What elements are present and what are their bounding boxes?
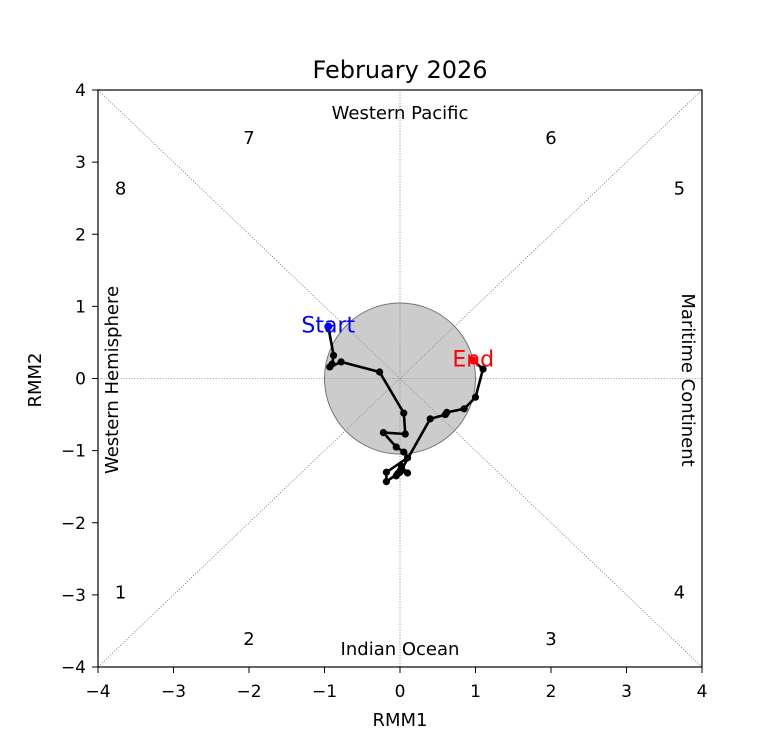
phase-label: 6 <box>545 128 556 149</box>
region-label-bottom: Indian Ocean <box>341 639 460 660</box>
y-tick-label: 0 <box>75 370 86 390</box>
data-point <box>400 448 408 456</box>
data-point <box>396 468 404 476</box>
data-point <box>329 351 338 360</box>
data-point <box>403 469 412 477</box>
x-tick-label: 0 <box>395 682 406 702</box>
y-tick-label: 1 <box>75 297 86 317</box>
data-point <box>443 408 451 416</box>
region-label-left: Western Hemisphere <box>102 286 123 474</box>
x-tick-label: −3 <box>161 682 186 702</box>
y-tick-label: 4 <box>75 81 86 101</box>
phase-label: 5 <box>674 178 685 199</box>
start-label: Start <box>301 314 355 339</box>
data-point <box>392 443 400 451</box>
x-tick-label: −4 <box>85 682 110 702</box>
data-point <box>326 363 334 371</box>
x-tick-label: 4 <box>697 682 708 702</box>
region-and-phase-labels: Western Pacific Indian Ocean Western Hemis… <box>102 103 698 660</box>
phase-label: 4 <box>674 582 685 603</box>
start-marker <box>324 322 333 331</box>
x-tick-label: −1 <box>312 682 337 702</box>
y-tick-label: −3 <box>61 586 86 606</box>
y-tick-label: −1 <box>61 442 86 462</box>
rmm-trajectory <box>324 322 487 486</box>
region-label-right: Maritime Continent <box>677 293 698 466</box>
x-tick-label: −2 <box>236 682 261 702</box>
data-point <box>403 454 412 462</box>
data-point <box>471 393 480 401</box>
data-point <box>460 405 468 413</box>
data-point <box>401 430 409 438</box>
data-point <box>337 358 345 366</box>
end-label: End <box>452 347 494 372</box>
start-end-markers: Start End <box>301 314 494 373</box>
data-point <box>400 409 408 417</box>
phase-label: 3 <box>545 629 556 650</box>
phase-label: 2 <box>243 629 254 650</box>
data-point <box>382 478 391 486</box>
y-tick-label: 3 <box>75 153 86 173</box>
x-tick-label: 1 <box>470 682 481 702</box>
chart-title: February 2026 <box>312 56 487 84</box>
region-label-top: Western Pacific <box>332 103 469 124</box>
phase-label: 7 <box>243 128 254 149</box>
phase-label: 8 <box>115 178 126 199</box>
y-tick-label: −4 <box>61 658 86 678</box>
data-point <box>379 428 387 437</box>
phase-label: 1 <box>115 582 126 603</box>
axis-ticks: −4 −3 −2 −1 0 1 2 3 4 −4 −3 −2 −1 0 1 2 3 4 <box>61 81 707 702</box>
x-tick-label: 3 <box>621 682 632 702</box>
data-point <box>479 365 487 373</box>
y-axis-label: RMM2 <box>25 352 46 407</box>
y-tick-label: 2 <box>75 225 86 245</box>
x-tick-label: 2 <box>546 682 557 702</box>
data-point <box>382 468 391 476</box>
data-point <box>426 415 434 423</box>
data-point <box>376 368 384 376</box>
y-tick-label: −2 <box>61 514 86 534</box>
x-axis-label: RMM1 <box>372 710 427 731</box>
end-marker <box>469 356 478 365</box>
